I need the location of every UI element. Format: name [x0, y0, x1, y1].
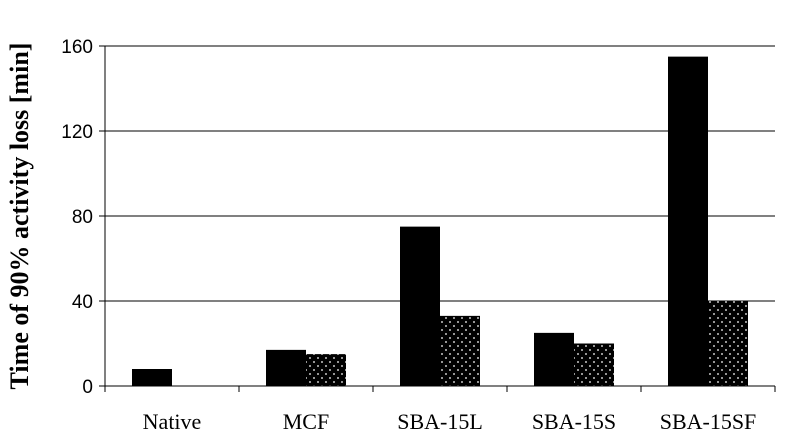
y-axis-label: Time of 90% activity loss [min]: [5, 43, 34, 390]
bar-solid-sba-15s: [534, 332, 574, 386]
y-tick-label: 0: [82, 377, 93, 398]
bars: [132, 56, 748, 386]
x-category-label: MCF: [283, 409, 329, 434]
bar-dotted-sba-15s: [574, 343, 614, 386]
y-tick-label: 80: [72, 207, 93, 228]
x-category-label: SBA-15S: [532, 409, 616, 434]
x-category-label: Native: [143, 409, 202, 434]
axes: [99, 45, 776, 392]
labels: Time of 90% activity loss [min] 0 40 80 120…: [5, 37, 756, 434]
bar-solid-native: [132, 369, 172, 386]
bar-solid-mcf: [266, 349, 306, 386]
bar-dotted-mcf: [306, 354, 346, 386]
y-tick-label: 40: [72, 292, 93, 313]
bar-dotted-sba-15l: [440, 315, 480, 386]
x-category-label: SBA-15SF: [660, 409, 757, 434]
bar-dotted-sba-15sf: [708, 301, 748, 386]
y-tick-label: 120: [61, 122, 93, 143]
y-tick-label: 160: [61, 37, 93, 58]
bar-solid-sba-15sf: [668, 56, 708, 386]
x-category-label: SBA-15L: [397, 409, 483, 434]
bar-solid-sba-15l: [400, 226, 440, 386]
